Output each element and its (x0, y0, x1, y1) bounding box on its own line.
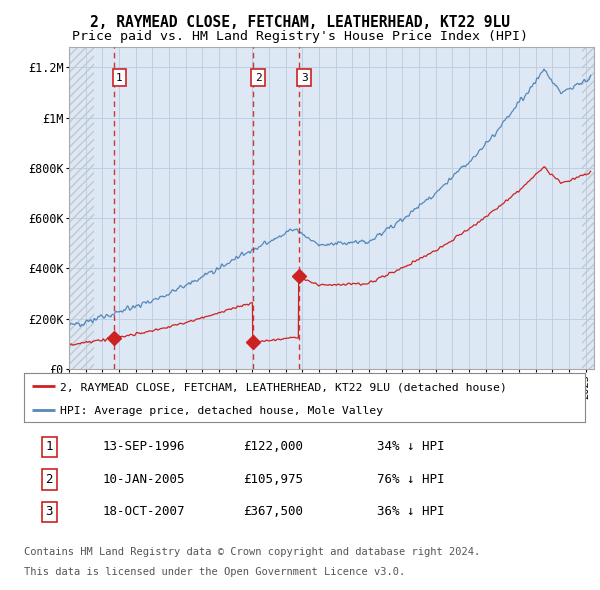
Text: 34% ↓ HPI: 34% ↓ HPI (377, 440, 445, 453)
Text: £367,500: £367,500 (243, 505, 303, 518)
Text: HPI: Average price, detached house, Mole Valley: HPI: Average price, detached house, Mole… (61, 406, 383, 416)
Text: 18-OCT-2007: 18-OCT-2007 (103, 505, 185, 518)
Text: Contains HM Land Registry data © Crown copyright and database right 2024.: Contains HM Land Registry data © Crown c… (24, 547, 480, 556)
Text: 3: 3 (301, 73, 308, 83)
Bar (69, 47, 94, 369)
Text: 13-SEP-1996: 13-SEP-1996 (103, 440, 185, 453)
Bar (69, 47, 94, 369)
Text: £105,975: £105,975 (243, 473, 303, 486)
Text: 36% ↓ HPI: 36% ↓ HPI (377, 505, 445, 518)
Text: 3: 3 (46, 505, 53, 518)
Text: 2, RAYMEAD CLOSE, FETCHAM, LEATHERHEAD, KT22 9LU (detached house): 2, RAYMEAD CLOSE, FETCHAM, LEATHERHEAD, … (61, 382, 508, 392)
Text: 1: 1 (46, 440, 53, 453)
Text: This data is licensed under the Open Government Licence v3.0.: This data is licensed under the Open Gov… (24, 568, 405, 577)
Text: Price paid vs. HM Land Registry's House Price Index (HPI): Price paid vs. HM Land Registry's House … (72, 30, 528, 43)
Text: 76% ↓ HPI: 76% ↓ HPI (377, 473, 445, 486)
Text: 1: 1 (116, 73, 123, 83)
Bar (581, 47, 594, 369)
Text: 2: 2 (46, 473, 53, 486)
Text: 2: 2 (255, 73, 262, 83)
Text: £122,000: £122,000 (243, 440, 303, 453)
Bar (581, 47, 594, 369)
Text: 2, RAYMEAD CLOSE, FETCHAM, LEATHERHEAD, KT22 9LU: 2, RAYMEAD CLOSE, FETCHAM, LEATHERHEAD, … (90, 15, 510, 30)
Text: 10-JAN-2005: 10-JAN-2005 (103, 473, 185, 486)
